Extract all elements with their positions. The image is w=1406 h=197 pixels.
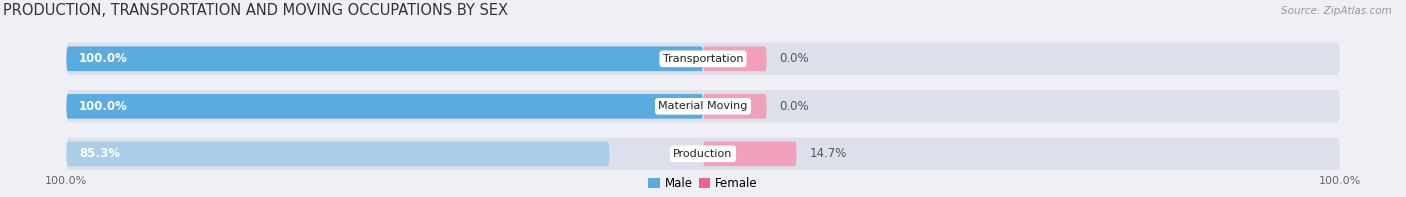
Text: PRODUCTION, TRANSPORTATION AND MOVING OCCUPATIONS BY SEX: PRODUCTION, TRANSPORTATION AND MOVING OC… bbox=[3, 3, 508, 18]
FancyBboxPatch shape bbox=[66, 46, 703, 71]
Text: 0.0%: 0.0% bbox=[779, 100, 808, 113]
Text: 14.7%: 14.7% bbox=[810, 147, 846, 160]
FancyBboxPatch shape bbox=[703, 94, 766, 119]
FancyBboxPatch shape bbox=[66, 138, 1340, 170]
FancyBboxPatch shape bbox=[66, 43, 1340, 75]
FancyBboxPatch shape bbox=[66, 90, 1340, 123]
FancyBboxPatch shape bbox=[703, 141, 797, 166]
Legend: Male, Female: Male, Female bbox=[644, 173, 762, 195]
Text: 100.0%: 100.0% bbox=[79, 100, 128, 113]
Text: Transportation: Transportation bbox=[662, 54, 744, 64]
Text: Material Moving: Material Moving bbox=[658, 101, 748, 111]
Text: 0.0%: 0.0% bbox=[779, 52, 808, 65]
Text: Production: Production bbox=[673, 149, 733, 159]
Text: 100.0%: 100.0% bbox=[79, 52, 128, 65]
Text: 100.0%: 100.0% bbox=[1319, 176, 1361, 186]
FancyBboxPatch shape bbox=[66, 141, 609, 166]
Text: 85.3%: 85.3% bbox=[79, 147, 120, 160]
Text: Source: ZipAtlas.com: Source: ZipAtlas.com bbox=[1281, 6, 1392, 16]
Text: 100.0%: 100.0% bbox=[45, 176, 87, 186]
FancyBboxPatch shape bbox=[703, 46, 766, 71]
FancyBboxPatch shape bbox=[66, 94, 703, 119]
